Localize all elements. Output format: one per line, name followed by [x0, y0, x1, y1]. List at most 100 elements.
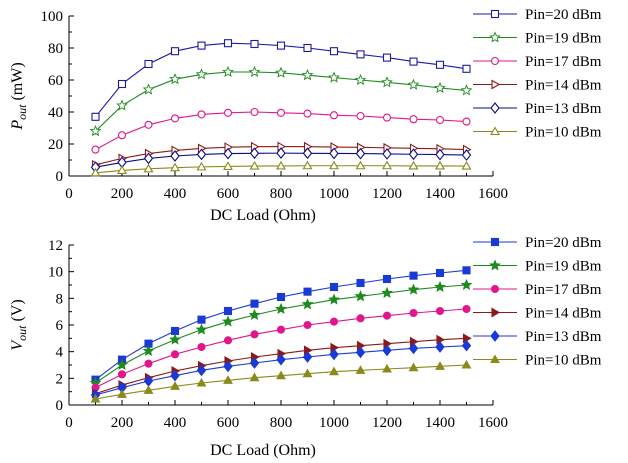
- data-point: [170, 114, 180, 123]
- y-axis-title-sub: out: [15, 325, 29, 341]
- data-point: [117, 131, 127, 140]
- x-tick-label: 600: [217, 186, 240, 202]
- data-point: [407, 78, 420, 90]
- data-point: [382, 113, 392, 122]
- data-point: [381, 76, 393, 88]
- data-point: [435, 60, 445, 69]
- data-point: [302, 368, 313, 378]
- data-point: [90, 393, 101, 403]
- data-point: [223, 360, 233, 373]
- series-pin-10-dbm: [90, 359, 472, 403]
- data-point: [382, 274, 392, 284]
- series-pin-17-dbm: [91, 107, 471, 154]
- legend-label: Pin=17 dBm: [525, 282, 602, 298]
- y-tick-label: 80: [48, 41, 63, 57]
- data-point: [329, 282, 339, 292]
- data-point: [144, 359, 153, 368]
- data-point: [461, 160, 472, 170]
- y-axis-title-sub: out: [15, 104, 29, 120]
- x-tick-label: 400: [164, 186, 187, 202]
- data-point: [250, 330, 259, 339]
- x-tick-label: 0: [65, 415, 73, 431]
- legend-marker: [491, 307, 501, 318]
- legend-entry: Pin=10 dBm: [473, 353, 602, 369]
- x-tick-label: 1600: [478, 186, 508, 202]
- data-point: [223, 39, 233, 48]
- data-point: [196, 148, 207, 161]
- data-point: [462, 304, 471, 314]
- legend-label: Pin=17 dBm: [525, 54, 602, 70]
- legend-entry: Pin=17 dBm: [473, 54, 602, 70]
- legend-entry: Pin=17 dBm: [473, 282, 602, 298]
- x-axis-title: DC Load (Ohm): [210, 442, 316, 459]
- legend-entry: Pin=13 dBm: [473, 101, 602, 117]
- data-point: [355, 147, 366, 160]
- data-point: [382, 311, 392, 320]
- legend-label: Pin=20 dBm: [525, 7, 602, 23]
- data-point: [462, 266, 471, 275]
- data-point: [329, 147, 339, 160]
- y-axis-title: Pout (mW): [9, 62, 29, 130]
- data-point: [249, 372, 260, 382]
- legend-label: Pin=19 dBm: [525, 31, 602, 47]
- data-point: [223, 108, 233, 117]
- data-point: [275, 66, 287, 78]
- data-point: [382, 160, 392, 170]
- y-tick-label: 20: [48, 137, 63, 153]
- legend-entry: Pin=19 dBm: [473, 259, 602, 275]
- y-tick-label: 60: [48, 73, 63, 89]
- x-tick-label: 1000: [319, 415, 349, 431]
- data-point: [328, 71, 340, 83]
- data-point: [170, 381, 180, 390]
- data-point: [170, 162, 180, 172]
- y-axis-title-unit: (mW): [9, 62, 26, 104]
- data-point: [435, 361, 445, 370]
- data-point: [407, 283, 420, 295]
- data-point: [276, 325, 286, 334]
- legend-label: Pin=13 dBm: [525, 101, 602, 117]
- x-axis-title: DC Load (Ohm): [210, 207, 316, 224]
- data-point: [117, 165, 127, 174]
- y-tick-label: 8: [56, 291, 64, 307]
- data-point: [169, 333, 181, 345]
- data-point: [223, 336, 233, 345]
- data-point: [435, 115, 445, 125]
- data-point: [276, 108, 286, 117]
- data-point: [301, 69, 314, 81]
- y-tick-label: 6: [56, 318, 64, 334]
- legend-marker: [490, 237, 500, 247]
- data-point: [408, 342, 419, 355]
- data-point: [170, 47, 180, 56]
- data-point: [276, 292, 286, 302]
- x-tick-label: 200: [111, 415, 134, 431]
- legend-entry: Pin=20 dBm: [473, 235, 602, 251]
- data-point: [409, 57, 418, 66]
- y-axis-title: Vout (V): [9, 299, 29, 350]
- data-point: [91, 112, 100, 121]
- data-point: [461, 359, 472, 369]
- y-axis-title-main: P: [9, 120, 26, 131]
- data-point: [142, 344, 155, 356]
- data-point: [382, 344, 392, 357]
- legend-marker: [490, 102, 500, 114]
- legend-marker: [489, 259, 501, 271]
- x-tick-label: 600: [217, 415, 240, 431]
- data-point: [434, 81, 446, 93]
- series-pin-17-dbm: [91, 304, 471, 392]
- data-point: [434, 280, 446, 292]
- legend-label: Pin=14 dBm: [525, 306, 602, 322]
- data-point: [302, 160, 313, 170]
- x-tick-label: 1200: [372, 415, 402, 431]
- legend-entry: Pin=14 dBm: [473, 78, 602, 94]
- data-point: [170, 150, 180, 162]
- data-point: [116, 358, 128, 370]
- power-chart: 0 200 400 600 800 1000 1200 1400 1600 0 20 40 60 80 10…: [9, 7, 602, 224]
- data-point: [249, 357, 260, 369]
- data-point: [196, 161, 207, 171]
- y-axis-title-main: V: [9, 339, 26, 351]
- data-point: [408, 148, 419, 161]
- data-point: [460, 84, 473, 96]
- data-point: [435, 341, 445, 353]
- legend-label: Pin=14 dBm: [525, 78, 602, 94]
- legend-label: Pin=13 dBm: [525, 329, 602, 345]
